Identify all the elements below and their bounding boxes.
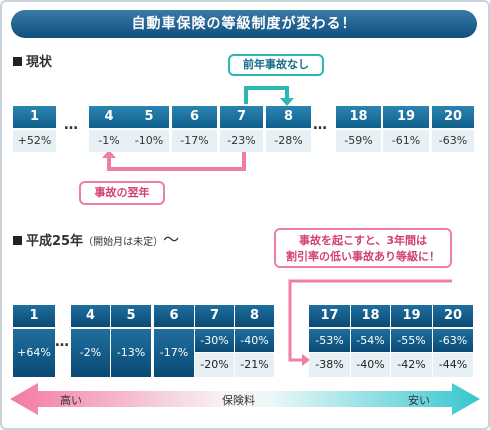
future-accident-arrowhead (302, 354, 310, 366)
h25-grade-rate: -13% (111, 329, 151, 377)
section-h25-label: 平成25年 (26, 234, 84, 249)
h25-grade-rate: -17% (154, 329, 194, 377)
h25-grade-rate-accident: -20% (195, 353, 234, 377)
current-grade-rate: -17% (172, 130, 217, 152)
h25-grade-header: 18 (351, 305, 390, 327)
h25-grade-rate-no-accident: -40% (235, 329, 274, 352)
h25-grade-rate-no-accident: -30% (195, 329, 234, 352)
section-h25-note: （開始月は未定） (83, 237, 164, 248)
h25-grade-rate-no-accident: -55% (391, 329, 432, 352)
accident-return-arrow (107, 150, 246, 171)
h25-grade-rate: -2% (71, 329, 110, 377)
h25-grade-rate-accident: -44% (433, 353, 473, 377)
h25-grade-rate-no-accident: -53% (309, 329, 350, 352)
scale-mid-label: 保険料 (222, 394, 255, 407)
future-accident-arrow (288, 279, 452, 362)
h25-grade-header: 19 (391, 305, 432, 327)
h25-grade-header: 7 (195, 305, 234, 327)
section-h25-tilde: 〜 (163, 230, 180, 249)
section-current-label: 現状 (26, 55, 53, 70)
current-grade-rate: -61% (383, 130, 429, 152)
h25-grade-rate-accident: -38% (309, 353, 350, 377)
current-grade-rate: -23% (220, 130, 263, 152)
no-accident-arrow (244, 86, 289, 104)
ellipsis-left: … (64, 117, 79, 133)
h25-grade-header: 6 (154, 305, 194, 327)
current-grade-header: 20 (432, 106, 474, 128)
ellipsis-left: … (55, 334, 70, 350)
current-grade-header: 19 (383, 106, 429, 128)
section-current-heading: 現状 (13, 51, 52, 70)
h25-grade-header: 4 (71, 305, 110, 327)
square-bullet-icon (13, 236, 22, 245)
current-grade-header: 5 (129, 106, 169, 128)
h25-grade-rate-no-accident: -63% (433, 329, 473, 352)
h25-grade-rate-accident: -21% (235, 353, 274, 377)
square-bullet-icon (13, 57, 22, 66)
h25-grade-rate-no-accident: -54% (351, 329, 390, 352)
current-grade-rate: +52% (13, 130, 56, 152)
current-grade-header: 18 (336, 106, 381, 128)
h25-grade-header: 8 (235, 305, 274, 327)
h25-grade-rate-accident: -42% (391, 353, 432, 377)
h25-grade-header: 5 (111, 305, 151, 327)
scale-low-label: 安い (408, 394, 430, 407)
current-grade-header: 1 (13, 106, 56, 128)
h25-grade-rate-accident: -40% (351, 353, 390, 377)
current-grade-header: 4 (89, 106, 129, 128)
current-grade-rate: -10% (129, 130, 169, 152)
accident-return-arrowhead (102, 150, 116, 158)
h25-grade-header: 20 (433, 305, 473, 327)
h25-grade-header: 17 (309, 305, 350, 327)
callout-next-year: 事故の翌年 (79, 181, 165, 205)
current-grade-rate: -63% (432, 130, 474, 152)
callout-accident-line-2: 割引率の低い事故あり等級に！ (286, 250, 440, 263)
current-grade-rate: -1% (89, 130, 129, 152)
current-grade-rate: -28% (266, 130, 311, 152)
current-grade-header: 8 (266, 106, 311, 128)
current-grade-header: 7 (220, 106, 263, 128)
h25-grade-header: 1 (13, 305, 55, 327)
callout-no-accident: 前年事故なし (228, 54, 324, 76)
callout-accident-rule: 事故を起こすと、3年間は 割引率の低い事故あり等級に！ (274, 228, 452, 268)
h25-grade-rate: +64% (13, 329, 55, 377)
section-h25-heading: 平成25年（開始月は未定）〜 (13, 226, 179, 250)
current-grade-header: 6 (172, 106, 217, 128)
ellipsis-right: … (313, 117, 328, 133)
scale-high-label: 高い (60, 394, 82, 407)
premium-scale-arrow (10, 383, 480, 415)
callout-accident-line-1: 事故を起こすと、3年間は (299, 234, 427, 247)
page-title: 自動車保険の等級制度が変わる！ (11, 10, 477, 38)
current-grade-rate: -59% (336, 130, 381, 152)
no-accident-arrowhead (280, 98, 294, 106)
